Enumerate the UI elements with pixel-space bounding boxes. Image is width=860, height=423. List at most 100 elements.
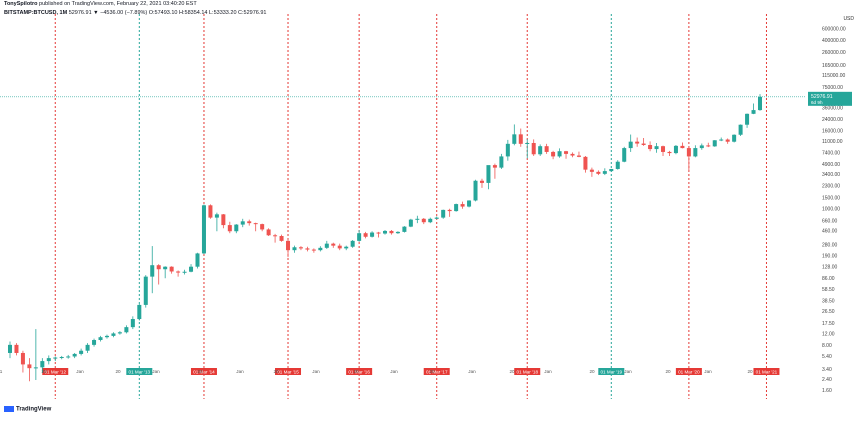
candle-body: [85, 344, 90, 351]
price-tick-label: 190.00: [822, 254, 838, 260]
candle-body: [551, 151, 556, 157]
cycle-date-badge: [346, 368, 373, 375]
candle-body: [208, 205, 213, 218]
candle-body: [20, 352, 25, 365]
candle-body: [234, 224, 239, 232]
candle-body: [163, 266, 168, 270]
candle-body: [492, 165, 497, 168]
candle-body: [719, 139, 724, 141]
candle-body: [641, 143, 646, 145]
candle-body: [324, 243, 329, 248]
cycle-date-badge: [598, 368, 625, 375]
candle-body: [292, 247, 297, 251]
candle-body: [654, 146, 659, 150]
candle-body: [680, 145, 685, 149]
candle-body: [699, 145, 704, 149]
ohlc-legend: BITSTAMP:BTCUSD, 1M 52976.91 ▼ −4536.00 …: [4, 10, 266, 16]
watermark-text: TradingView: [16, 406, 52, 413]
candle-body: [124, 327, 129, 333]
candle-body: [150, 265, 155, 277]
candle-body: [693, 148, 698, 157]
candle-body: [176, 271, 181, 273]
candle-body: [53, 357, 58, 359]
candle-body: [240, 221, 245, 225]
price-tick-label: 7400.00: [822, 150, 840, 156]
candle-body: [486, 165, 491, 183]
candle-body: [376, 232, 381, 234]
price-tick-label: 460.00: [822, 229, 838, 235]
price-tick-label: 2300.00: [822, 183, 840, 189]
candle-body: [712, 140, 717, 147]
candle-body: [286, 240, 291, 251]
price-tick-label: 1000.00: [822, 207, 840, 213]
price-tick-label: 3400.00: [822, 172, 840, 178]
price-tick-label: 600000.00: [822, 26, 846, 32]
time-tick-label: Jan: [704, 369, 712, 374]
candle-body: [706, 145, 711, 147]
cycle-date-label: 01 Mar '21: [756, 370, 778, 375]
price-tick-label: 3.40: [822, 367, 832, 373]
candle-body: [111, 333, 116, 336]
cycle-date-badge: [126, 368, 153, 375]
price-tick-label: 8.00: [822, 343, 832, 349]
candle-body: [227, 225, 232, 232]
candle-body: [117, 332, 122, 334]
tradingview-logo-icon: [4, 406, 14, 412]
price-tick-label: 75000.00: [822, 85, 843, 91]
candle-body: [130, 319, 135, 328]
time-tick-label: Jan: [544, 369, 552, 374]
price-tick-label: 280.00: [822, 243, 838, 249]
price-tick-label: 128.00: [822, 265, 838, 271]
price-axis-unit: USD: [843, 16, 854, 22]
cycle-date-label: 01 Mar '18: [516, 370, 538, 375]
cycle-date-badge: [753, 368, 780, 375]
candle-body: [505, 143, 510, 157]
price-tick-label: 58.50: [822, 287, 835, 293]
candle-body: [201, 205, 206, 254]
price-tick-label: 11000.00: [822, 139, 843, 145]
candle-body: [189, 266, 194, 272]
candle-body: [279, 236, 284, 241]
price-tick-label: 260000.00: [822, 50, 846, 56]
price-tick-label: 115000.00: [822, 73, 845, 79]
price-tick-label: 5.40: [822, 354, 832, 360]
price-tick-label: 660.00: [822, 218, 838, 224]
candle-body: [518, 134, 523, 144]
published-text: published on TradingView.com, February 2…: [39, 1, 197, 7]
price-tick-label: 38.50: [822, 299, 835, 305]
candle-body: [318, 247, 323, 251]
candle-body: [98, 337, 103, 341]
candle-body: [473, 180, 478, 201]
price-tick-label: 1.60: [822, 388, 832, 394]
candle-body: [589, 169, 594, 172]
cycle-date-badge: [42, 368, 69, 375]
candle-body: [260, 224, 265, 230]
candle-body: [757, 96, 763, 111]
time-tick-label: Jan: [152, 369, 160, 374]
candle-body: [544, 146, 549, 152]
author-line: TonySpilotro published on TradingView.co…: [4, 1, 197, 7]
candle-body: [673, 145, 678, 154]
time-tick-label: 20: [197, 369, 203, 374]
candle-body: [79, 350, 84, 354]
price-tick-label: 1500.00: [822, 195, 840, 201]
cycle-date-badge: [423, 368, 450, 375]
candle-body: [344, 246, 349, 249]
candle-body: [751, 110, 756, 114]
candle-body: [648, 144, 653, 150]
candle-body: [725, 139, 730, 142]
cycle-date-badge: [275, 368, 302, 375]
price-tick-label: 2.40: [822, 377, 832, 383]
time-tick-label: 20: [41, 369, 47, 374]
candle-body: [615, 161, 620, 169]
candle-body: [460, 204, 465, 207]
time-tick-label: Jan: [468, 369, 476, 374]
candle-body: [46, 358, 51, 362]
candle-body: [137, 304, 142, 320]
time-tick-label: 1: [0, 369, 3, 374]
candle-body: [273, 235, 278, 237]
candle-body: [266, 229, 271, 236]
time-tick-label: Jan: [624, 369, 632, 374]
